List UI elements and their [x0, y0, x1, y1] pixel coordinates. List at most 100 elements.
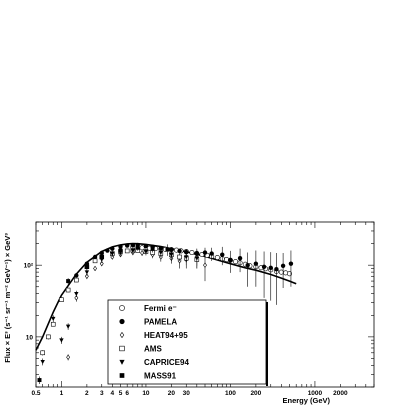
- heat94-95-point: [93, 265, 97, 272]
- heat94-95-point: [66, 354, 71, 360]
- pamela-point: [268, 265, 273, 270]
- axis-ticks: [35, 221, 375, 388]
- mass91-point: [66, 279, 71, 284]
- heat94-95-point: [84, 273, 89, 280]
- ams-point: [59, 297, 64, 302]
- legend-shadow: [266, 302, 268, 386]
- pamela-point: [105, 248, 110, 253]
- pamela-point: [209, 251, 214, 256]
- y-tick-label: 10²: [24, 263, 34, 270]
- mass91-point: [84, 264, 89, 269]
- caprice94-point: [169, 252, 174, 258]
- legend-marker-mass91: [119, 373, 125, 378]
- pamela-point: [124, 243, 130, 248]
- ams-point: [50, 321, 56, 327]
- caprice94-point: [110, 251, 115, 257]
- pamela-point: [143, 243, 149, 249]
- x-tick-labels: 0.5 1 2 3 4 5 6 10 20 30 100 200 1000 2000: [31, 390, 348, 397]
- x-tick-label: 200: [250, 390, 261, 397]
- legend-label-mass91: MASS91: [144, 372, 177, 381]
- pamela-point: [110, 246, 115, 251]
- legend-box: [107, 299, 267, 385]
- legend-label-caprice94: CAPRICE94: [144, 358, 189, 367]
- x-tick-label: 100: [225, 390, 236, 397]
- y-tick-labels: 10 10²: [24, 263, 34, 342]
- x-tick-label: 30: [183, 390, 191, 397]
- x-tick-label: 1000: [308, 390, 323, 397]
- data-points: [37, 242, 294, 385]
- pamela-point: [118, 244, 123, 249]
- mass91-point: [135, 245, 140, 250]
- mass91-point: [118, 248, 123, 253]
- mass91-point: [150, 246, 155, 251]
- caprice94-point: [84, 270, 90, 275]
- legend-label-heat94-95: HEAT94+95: [144, 331, 188, 340]
- x-tick-label: 4: [110, 390, 114, 397]
- ams-point: [124, 248, 130, 254]
- y-tick-label: 10: [26, 334, 34, 341]
- caprice94-point: [184, 255, 189, 260]
- x-tick-label: 20: [168, 390, 176, 397]
- ams-point: [177, 254, 182, 260]
- mass91-point: [37, 378, 42, 383]
- caprice94-point: [194, 256, 200, 261]
- x-tick-label: 5: [119, 390, 123, 397]
- legend-marker-heat94-95: [119, 331, 125, 339]
- mass91-point: [165, 247, 170, 252]
- x-axis-title: Energy (GeV): [282, 396, 330, 405]
- pamela-point: [228, 257, 233, 263]
- legend-label-pamela: PAMELA: [144, 318, 177, 327]
- y-axis-title: Flux × E³ (s⁻¹ sr⁻¹ m⁻² GeV⁻¹) × GeV³: [3, 233, 12, 363]
- caprice94-point: [130, 248, 136, 253]
- ams-point: [65, 287, 71, 293]
- pamela-point: [288, 261, 294, 266]
- x-tick-label: 2000: [333, 390, 348, 397]
- caprice94-point: [74, 291, 79, 297]
- ams-point: [92, 258, 98, 264]
- caprice94-point: [51, 316, 56, 321]
- pamela-point: [280, 263, 286, 269]
- heat94-95-point: [110, 254, 115, 260]
- ams-point: [40, 350, 45, 356]
- legend-marker-fermi-e: [119, 305, 125, 311]
- legend-marker-caprice94: [119, 359, 125, 365]
- caprice94-point: [59, 338, 64, 343]
- ams-point: [74, 277, 79, 283]
- x-tick-label: 10: [142, 390, 150, 397]
- mass91-point: [99, 255, 104, 259]
- pamela-point: [99, 250, 104, 256]
- ams-point: [46, 334, 51, 340]
- pamela-point: [274, 266, 279, 272]
- pamela-point: [220, 252, 225, 257]
- x-tick-label: 0.5: [31, 390, 40, 397]
- pamela-point: [237, 256, 243, 261]
- heat94-95-point: [140, 250, 144, 256]
- pamela-point: [253, 261, 259, 266]
- caprice94-point: [158, 250, 164, 255]
- caprice94-point: [40, 359, 45, 365]
- fermi-e-point: [214, 254, 220, 260]
- caprice94-point: [143, 249, 149, 254]
- pamela-point: [130, 242, 136, 248]
- fermi-e-point: [189, 250, 195, 256]
- fermi-e-point: [233, 259, 239, 265]
- heat94-95-point: [74, 295, 79, 301]
- pamela-point: [245, 262, 250, 268]
- x-tick-label: 6: [125, 390, 129, 397]
- legend-marker-ams: [119, 345, 125, 352]
- pamela-point: [261, 264, 267, 269]
- x-tick-label: 3: [100, 390, 104, 397]
- x-tick-label: 2: [85, 390, 89, 397]
- pamela-point: [177, 248, 182, 254]
- heat94-95-point: [99, 260, 104, 267]
- x-tick-label: 1: [60, 390, 64, 397]
- fermi-e-point: [139, 245, 145, 251]
- heat94-95-point: [203, 262, 207, 268]
- pamela-point: [74, 273, 79, 278]
- legend-label-ams: AMS: [144, 345, 162, 354]
- caprice94-point: [65, 324, 71, 329]
- fermi-e-point: [286, 271, 292, 277]
- pamela-point: [202, 250, 208, 255]
- legend-marker-pamela: [119, 318, 125, 325]
